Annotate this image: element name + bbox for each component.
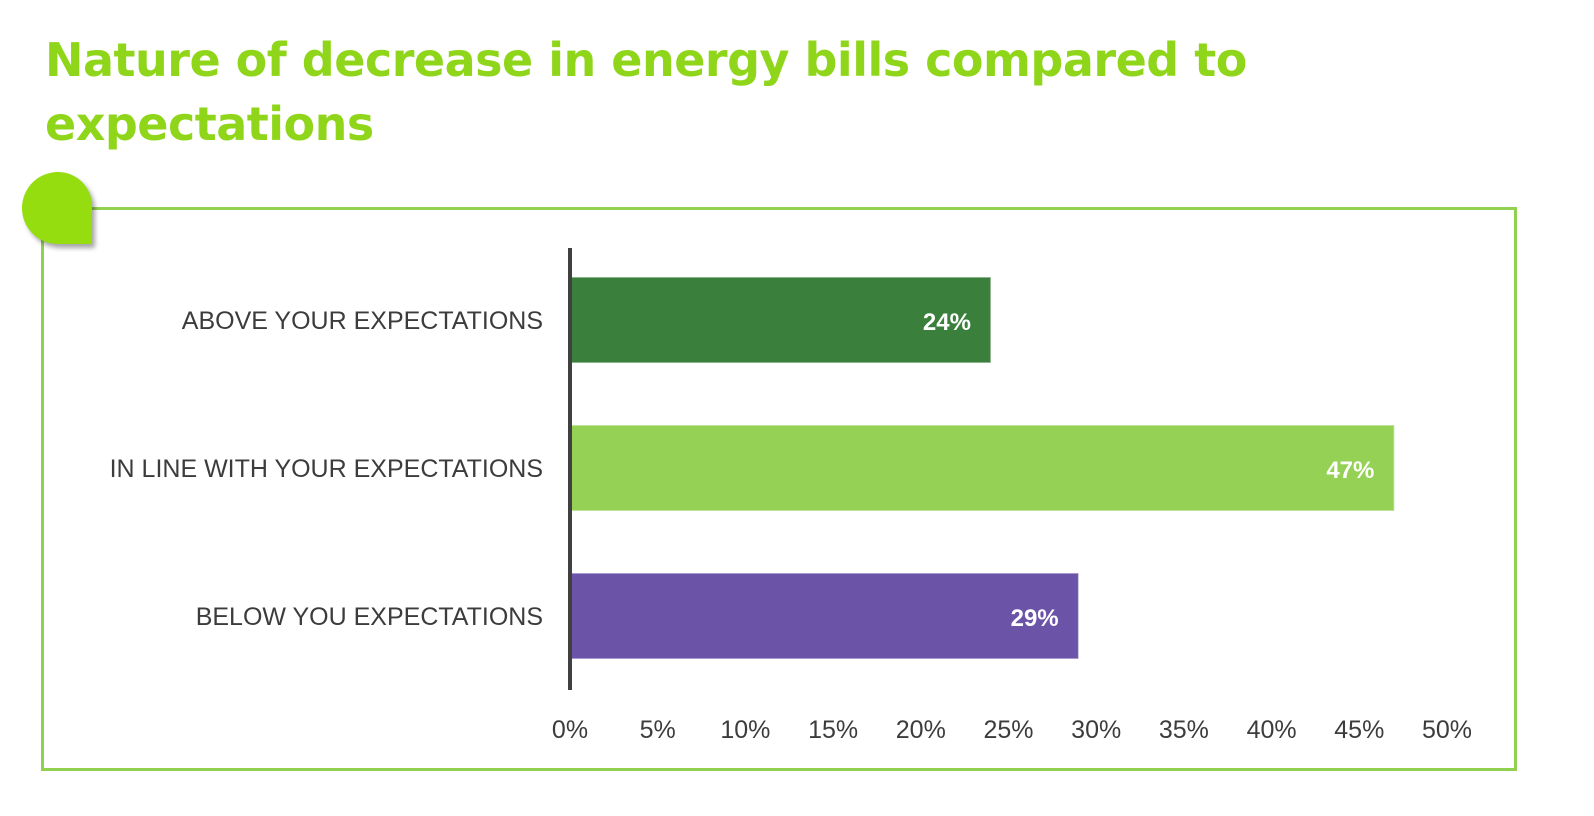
x-tick-label: 10% [720,716,770,744]
data-labels-group: 24% 47% 29% [923,309,1374,632]
chart-frame [41,207,1517,771]
x-tick-label: 0% [552,716,588,744]
x-tick-label: 5% [640,716,676,744]
x-tick-labels-group: 0% 5% 10% 15% 20% 25% 30% 35% 40% 45% 50% [552,716,1472,744]
data-label: 29% [1011,605,1059,632]
x-tick-label: 15% [808,716,858,744]
x-tick-label: 50% [1422,716,1472,744]
x-tick-label: 30% [1071,716,1121,744]
bar [569,424,1396,512]
category-label: ABOVE YOUR EXPECTATIONS [182,307,543,335]
leaf-decoration-icon [22,172,92,244]
category-label: IN LINE WITH YOUR EXPECTATIONS [110,455,543,483]
x-tick-label: 45% [1334,716,1384,744]
x-tick-label: 20% [896,716,946,744]
x-tick-label: 35% [1159,716,1209,744]
chart-title: Nature of decrease in energy bills compa… [45,33,1247,151]
x-tick-label: 40% [1247,716,1297,744]
category-labels-group: ABOVE YOUR EXPECTATIONS IN LINE WITH YOUR… [110,307,543,631]
category-label: BELOW YOU EXPECTATIONS [196,603,543,631]
bars-group [569,276,1396,660]
data-label: 47% [1326,457,1374,484]
bar [569,572,1080,660]
data-label: 24% [923,309,971,336]
x-tick-label: 25% [983,716,1033,744]
